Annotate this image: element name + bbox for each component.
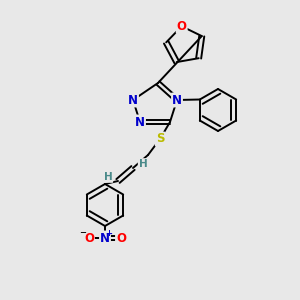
Text: N: N	[100, 232, 110, 244]
Text: N: N	[172, 94, 182, 106]
Text: O: O	[116, 232, 126, 244]
Text: N: N	[128, 94, 138, 106]
Text: N: N	[135, 116, 145, 128]
Text: S: S	[156, 133, 164, 146]
Text: +: +	[106, 229, 112, 238]
Text: −: −	[80, 229, 86, 238]
Text: O: O	[84, 232, 94, 244]
Text: H: H	[103, 172, 112, 182]
Text: H: H	[139, 159, 147, 169]
Text: O: O	[177, 20, 187, 33]
